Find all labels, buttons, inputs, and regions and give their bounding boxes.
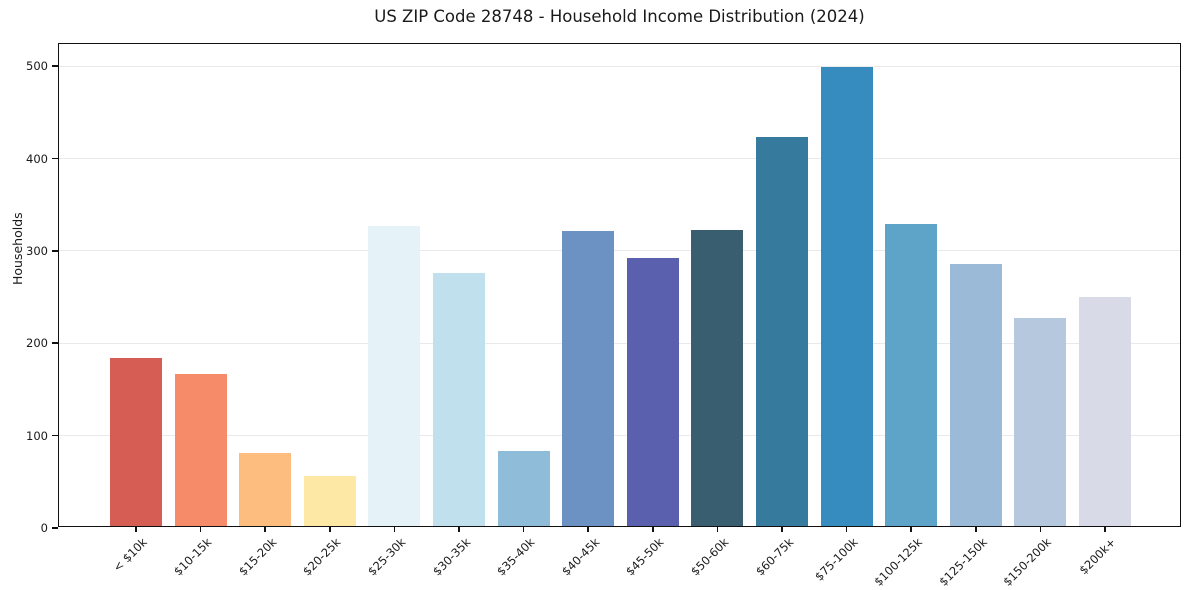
x-tick-label: $35-40k — [494, 535, 538, 579]
x-tick-label: $60-75k — [752, 535, 796, 579]
x-tick-mark — [716, 526, 719, 532]
bar-$200k+ — [1079, 296, 1131, 526]
bar-$15-20k — [239, 453, 292, 526]
y-tick-mark — [52, 342, 58, 345]
x-tick-mark — [329, 526, 331, 532]
bar-$50-60k — [691, 230, 744, 526]
x-tick-label: $100-125k — [871, 535, 926, 589]
y-tick-mark — [52, 250, 58, 252]
bar-$40-45k — [562, 231, 615, 526]
y-tick-label: 300 — [26, 243, 48, 258]
x-tick-label: $45-50k — [623, 535, 667, 579]
x-tick-label: $150-200k — [1000, 535, 1055, 589]
bar-$25-30k — [368, 225, 421, 526]
x-tick-mark — [975, 526, 977, 532]
y-axis-label: Households — [10, 212, 25, 285]
bar-$20-25k — [303, 476, 356, 526]
y-tick-label: 100 — [26, 428, 48, 443]
x-tick-label: $200k+ — [1076, 535, 1119, 578]
x-tick-mark — [910, 526, 912, 532]
x-tick-label: $75-100k — [811, 535, 861, 584]
x-tick-label: $40-45k — [558, 535, 603, 579]
y-tick-label: 0 — [40, 521, 48, 535]
x-tick-label: < $10k — [110, 535, 150, 575]
y-tick-label: 500 — [26, 59, 48, 74]
bar-< $10k — [110, 357, 162, 526]
bar-$100-125k — [885, 223, 938, 526]
y-tick-mark — [52, 527, 58, 529]
bar-$10-15k — [174, 373, 227, 526]
y-gridline — [59, 65, 1180, 67]
x-tick-mark — [845, 526, 848, 532]
y-tick-mark — [52, 434, 58, 437]
bar-$45-50k — [626, 258, 679, 526]
x-tick-label: $50-60k — [687, 535, 732, 579]
bar-$75-100k — [820, 66, 873, 526]
bar-$150-200k — [1014, 318, 1067, 526]
y-gridline — [59, 158, 1180, 160]
y-tick-label: 400 — [26, 151, 48, 166]
x-tick-mark — [587, 526, 589, 532]
x-tick-label: $125-150k — [935, 535, 990, 589]
x-tick-mark — [781, 526, 783, 532]
chart-title: US ZIP Code 28748 - Household Income Dis… — [374, 7, 865, 26]
x-tick-mark — [1104, 526, 1106, 532]
x-tick-label: $10-15k — [171, 535, 215, 579]
x-tick-mark — [522, 526, 525, 532]
x-tick-label: $15-20k — [235, 535, 280, 579]
x-tick-label: $20-25k — [300, 535, 344, 579]
x-tick-mark — [1039, 526, 1042, 532]
bar-$60-75k — [756, 137, 808, 526]
x-tick-mark — [264, 526, 266, 532]
x-tick-mark — [458, 526, 460, 532]
x-tick-mark — [652, 526, 654, 532]
bar-$30-35k — [433, 272, 485, 526]
y-tick-label: 200 — [26, 336, 48, 351]
y-tick-mark — [52, 65, 58, 67]
bar-$125-150k — [949, 263, 1002, 526]
x-tick-label: $30-35k — [429, 535, 473, 579]
x-tick-label: $25-30k — [364, 535, 409, 579]
y-tick-mark — [52, 157, 58, 160]
y-gridline — [59, 342, 1180, 344]
y-gridline — [59, 435, 1180, 437]
plot-area: 0 100 200 300 400 500 < $10k $10-15k $15-20k $20-… — [26, 43, 1181, 589]
x-tick-mark — [135, 526, 137, 532]
bar-$35-40k — [497, 451, 550, 526]
y-gridline — [59, 250, 1180, 252]
x-tick-mark — [199, 526, 202, 532]
x-tick-mark — [393, 526, 396, 532]
